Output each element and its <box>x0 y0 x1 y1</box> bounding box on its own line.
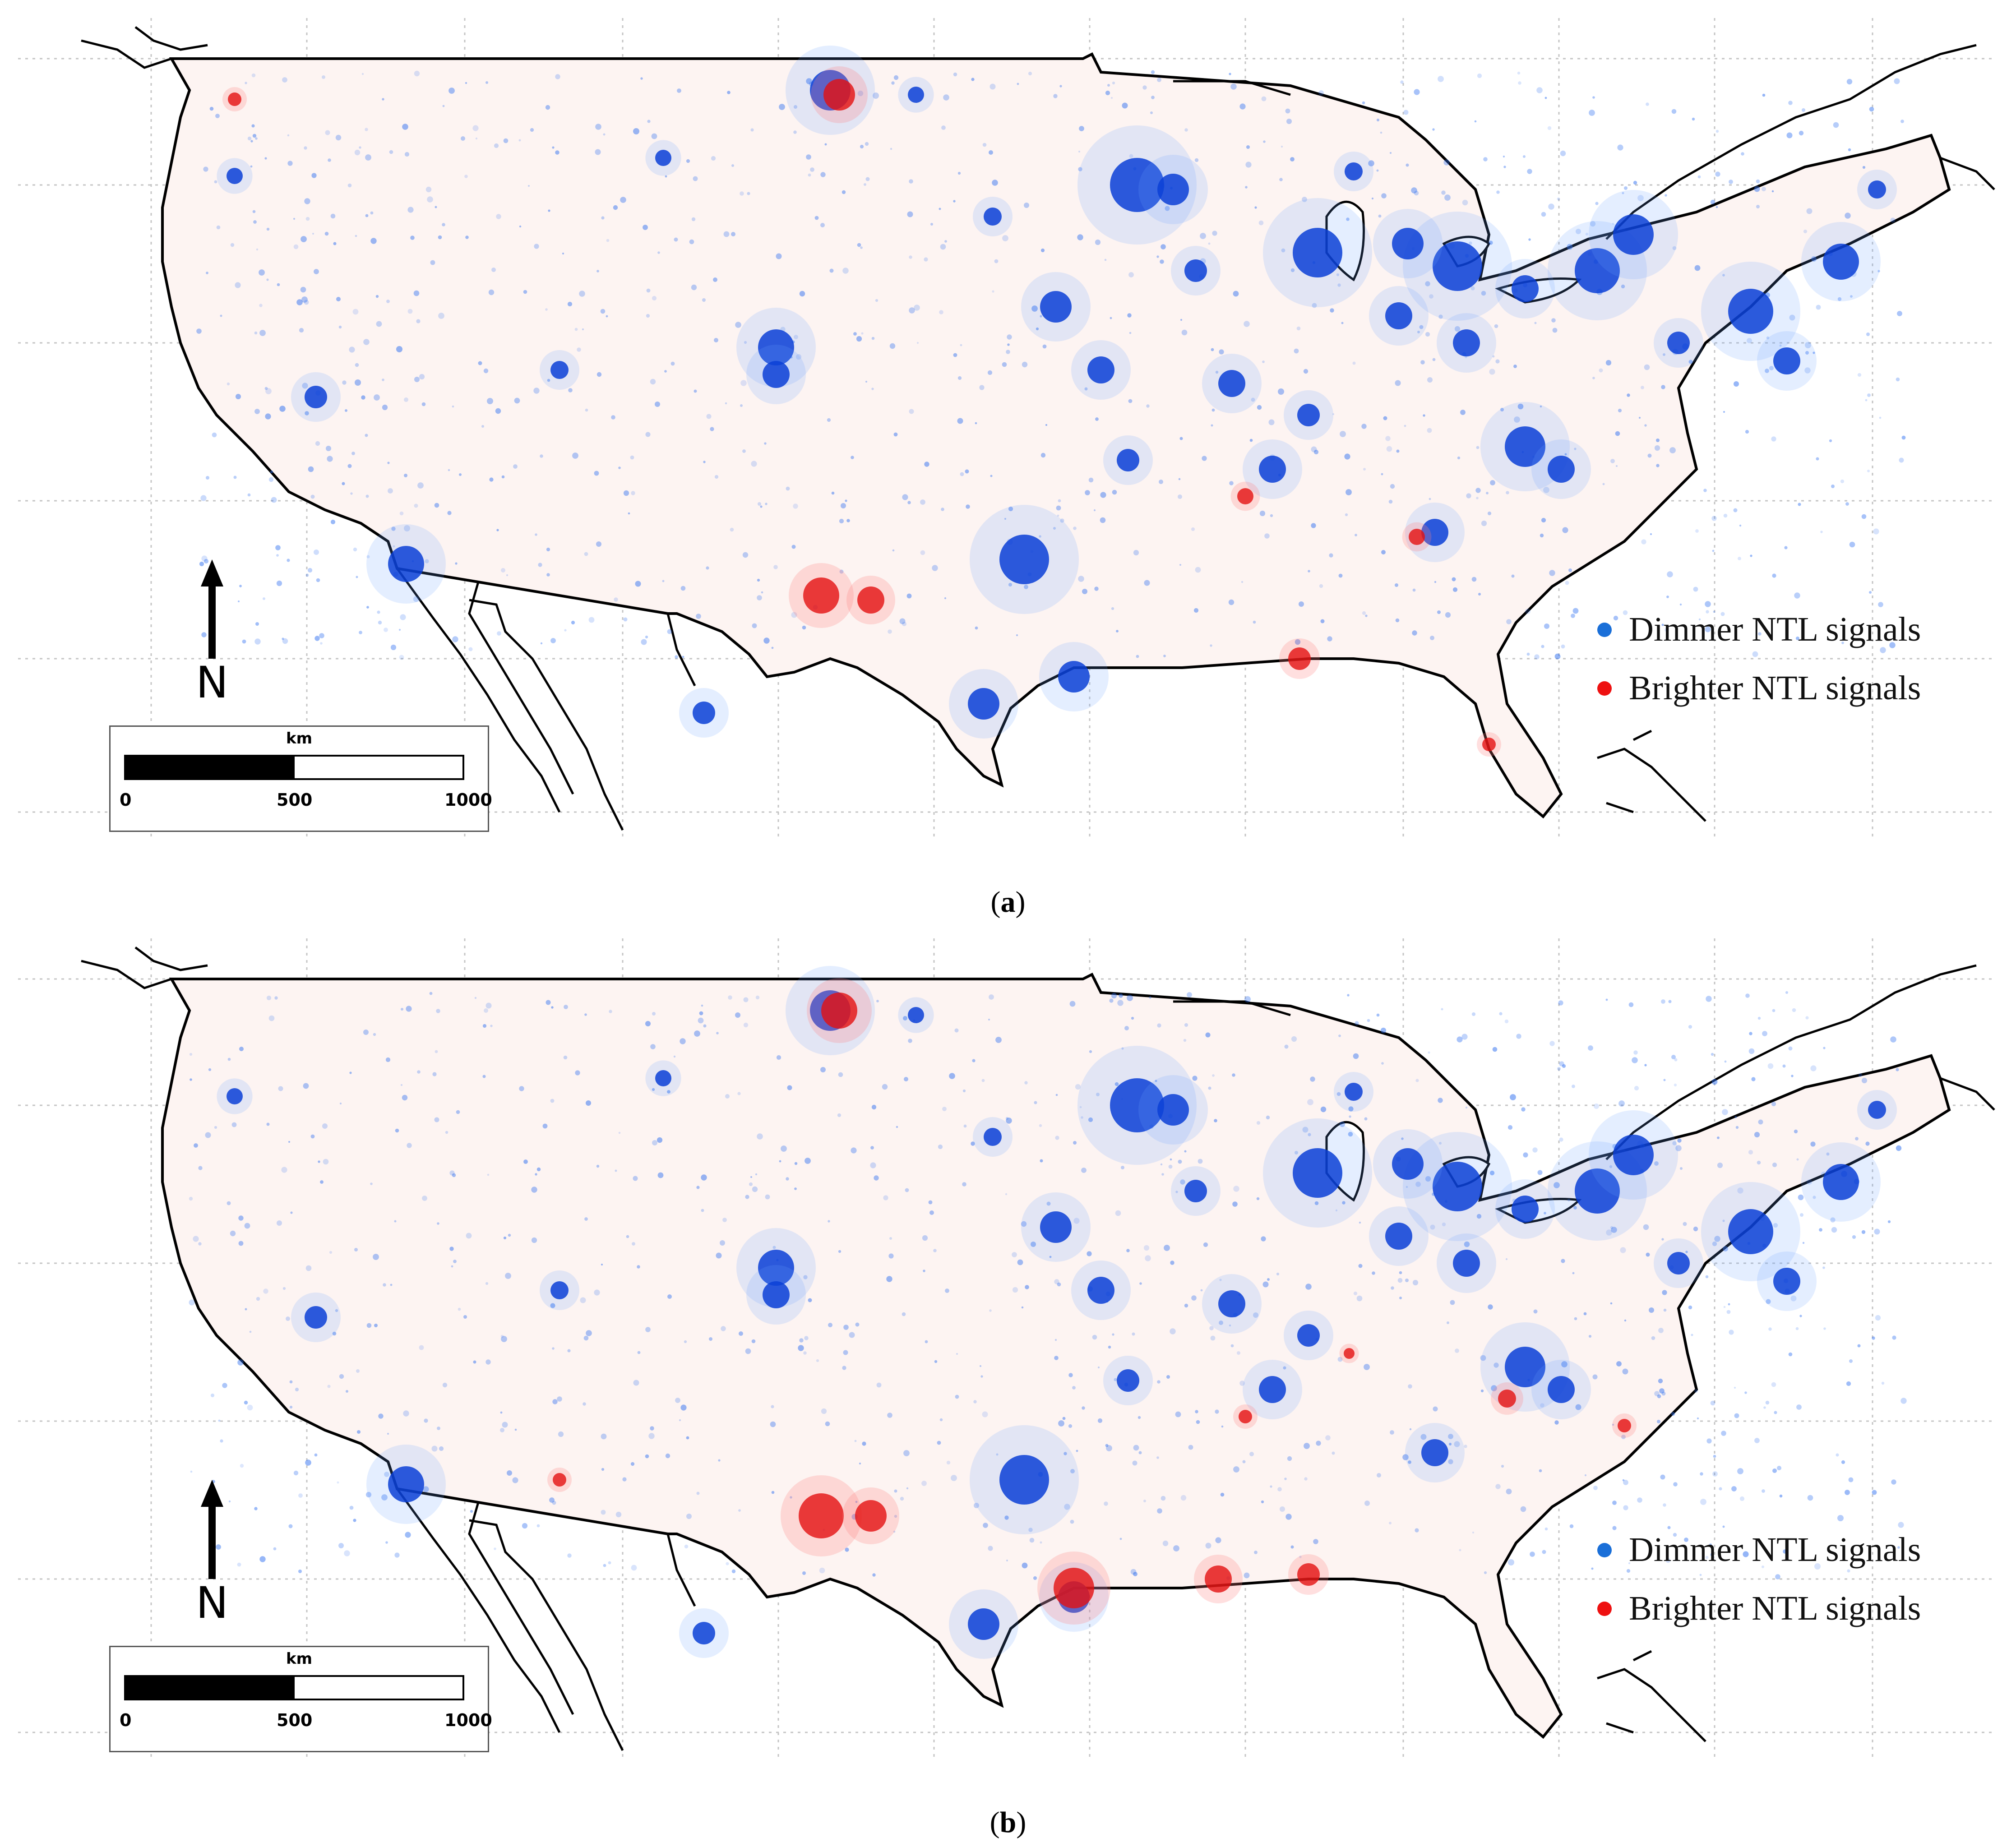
legend-item-dimmer: Dimmer NTL signals <box>1597 1520 2003 1579</box>
canada-coastline-b <box>81 947 1995 1160</box>
legend-label-dimmer: Dimmer NTL signals <box>1629 1531 1921 1569</box>
map-b <box>18 938 1995 1759</box>
scale-segment-black <box>124 755 295 780</box>
map-panel-b: Dimmer NTL signals Brighter NTL signals … <box>0 920 2016 1839</box>
scale-bar-a: km 0 500 1000 <box>109 725 492 832</box>
ntl-signals-b <box>189 966 1907 1659</box>
legend-b: Dimmer NTL signals Brighter NTL signals <box>1597 1520 2003 1638</box>
north-arrow-a: N <box>185 559 239 704</box>
scale-tick-500: 500 <box>277 790 313 810</box>
legend-label-brighter: Brighter NTL signals <box>1629 669 1921 707</box>
legend-label-dimmer: Dimmer NTL signals <box>1629 610 1921 648</box>
red-dot-icon <box>1597 681 1612 696</box>
legend-a: Dimmer NTL signals Brighter NTL signals <box>1597 600 2003 717</box>
scale-segment-black <box>124 1675 295 1700</box>
canada-coastline-a <box>81 26 1995 240</box>
legend-item-brighter: Brighter NTL signals <box>1597 659 2003 717</box>
scale-tick-0: 0 <box>120 790 132 810</box>
ntl-signals-a <box>196 46 1906 757</box>
north-label: N <box>196 657 228 708</box>
scale-unit: km <box>286 1650 313 1668</box>
legend-item-brighter: Brighter NTL signals <box>1597 1579 2003 1638</box>
blue-dot-icon <box>1597 623 1612 637</box>
baja-coastline-b <box>396 1488 696 1751</box>
baja-coastline-a <box>396 568 696 831</box>
legend-label-brighter: Brighter NTL signals <box>1629 1589 1921 1627</box>
caption-letter-b: b <box>999 1806 1017 1839</box>
caption-a: (a) <box>990 886 1026 919</box>
scale-unit: km <box>286 730 313 748</box>
caption-b: (b) <box>990 1806 1026 1839</box>
north-arrow-b: N <box>185 1480 239 1625</box>
cuba-bahamas-b <box>1597 1650 1706 1742</box>
caption-letter-a: a <box>1000 886 1016 919</box>
scale-tick-1000: 1000 <box>444 1710 492 1730</box>
scale-tick-0: 0 <box>120 1710 132 1730</box>
map-panel-a: Dimmer NTL signals Brighter NTL signals … <box>0 0 2016 919</box>
blue-dot-icon <box>1597 1543 1612 1557</box>
scale-segment-white <box>293 755 464 780</box>
north-arrow-icon <box>201 1480 223 1579</box>
north-arrow-icon <box>201 559 223 659</box>
us-landmass-b <box>161 972 1951 1739</box>
north-label: N <box>196 1578 228 1628</box>
map-a <box>18 18 1995 839</box>
scale-tick-500: 500 <box>277 1710 313 1730</box>
red-dot-icon <box>1597 1602 1612 1616</box>
scale-segment-white <box>293 1675 464 1700</box>
legend-item-dimmer: Dimmer NTL signals <box>1597 600 2003 659</box>
scale-tick-1000: 1000 <box>444 790 492 810</box>
us-landmass-a <box>161 52 1951 819</box>
cuba-bahamas-a <box>1597 730 1706 822</box>
scale-bar-b: km 0 500 1000 <box>109 1646 492 1752</box>
